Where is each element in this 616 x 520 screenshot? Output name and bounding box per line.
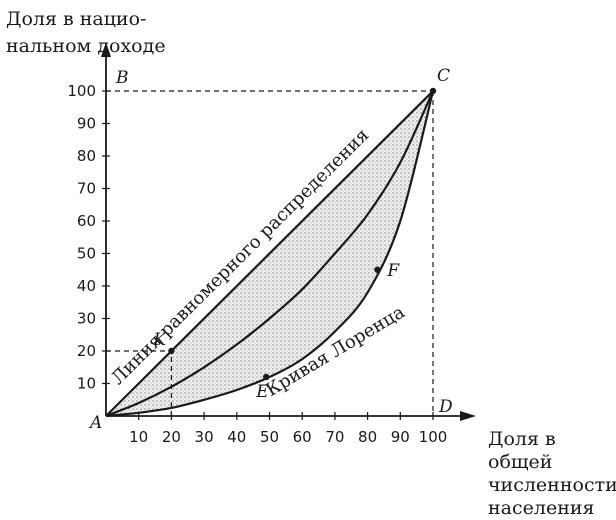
y-tick-label: 80 <box>77 147 96 165</box>
point-f-marker <box>374 266 381 273</box>
point-c-marker <box>429 87 437 95</box>
x-tick-label: 70 <box>325 428 344 446</box>
x-axis-label-line-1: Доля в общей <box>488 428 556 473</box>
x-tick-label: 100 <box>419 428 448 446</box>
x-tick-label: 90 <box>391 428 410 446</box>
point-c-label: C <box>437 66 450 86</box>
y-tick-label: 100 <box>67 82 96 100</box>
x-tick-label: 20 <box>162 428 181 446</box>
x-tick-label: 30 <box>195 428 214 446</box>
y-tick-label: 20 <box>77 342 96 360</box>
x-axis-label-line-2: численности <box>488 474 616 496</box>
point-e-label: E <box>255 382 269 402</box>
x-axis-label-line-3: населения <box>488 497 595 519</box>
point-d-label: D <box>438 397 453 417</box>
lorenz-chart: 10 20 30 40 50 60 70 80 90 100 10 20 30 40 50 60 70 80 90 1… <box>67 42 476 446</box>
y-tick-label: 90 <box>77 115 96 133</box>
y-tick-label: 10 <box>77 375 96 393</box>
x-axis-arrow-icon <box>460 411 476 421</box>
x-tick-label: 40 <box>227 428 246 446</box>
y-tick-label: 60 <box>77 212 96 230</box>
y-tick-label: 40 <box>77 277 96 295</box>
point-k-marker <box>168 347 175 355</box>
point-e-marker <box>263 373 270 381</box>
series-middle-curve <box>105 90 435 418</box>
point-f-label: F <box>386 261 400 281</box>
point-a-label: A <box>88 413 102 433</box>
series-lorenz-curve <box>105 90 435 418</box>
x-tick-label: 50 <box>260 428 279 446</box>
y-tick-label: 50 <box>77 245 96 263</box>
x-tick-label: 10 <box>129 428 148 446</box>
series-equality-line <box>105 90 434 417</box>
y-axis-arrow-icon <box>101 42 111 57</box>
y-tick-label: 30 <box>77 310 96 328</box>
x-tick-label: 60 <box>293 428 312 446</box>
y-axis-label: Доля в нацио- нальном доходе <box>6 8 166 57</box>
x-tick-label: 80 <box>358 428 377 446</box>
point-b-label: B <box>115 68 129 88</box>
y-tick-label: 70 <box>77 180 96 198</box>
point-k-label: K <box>152 330 167 350</box>
